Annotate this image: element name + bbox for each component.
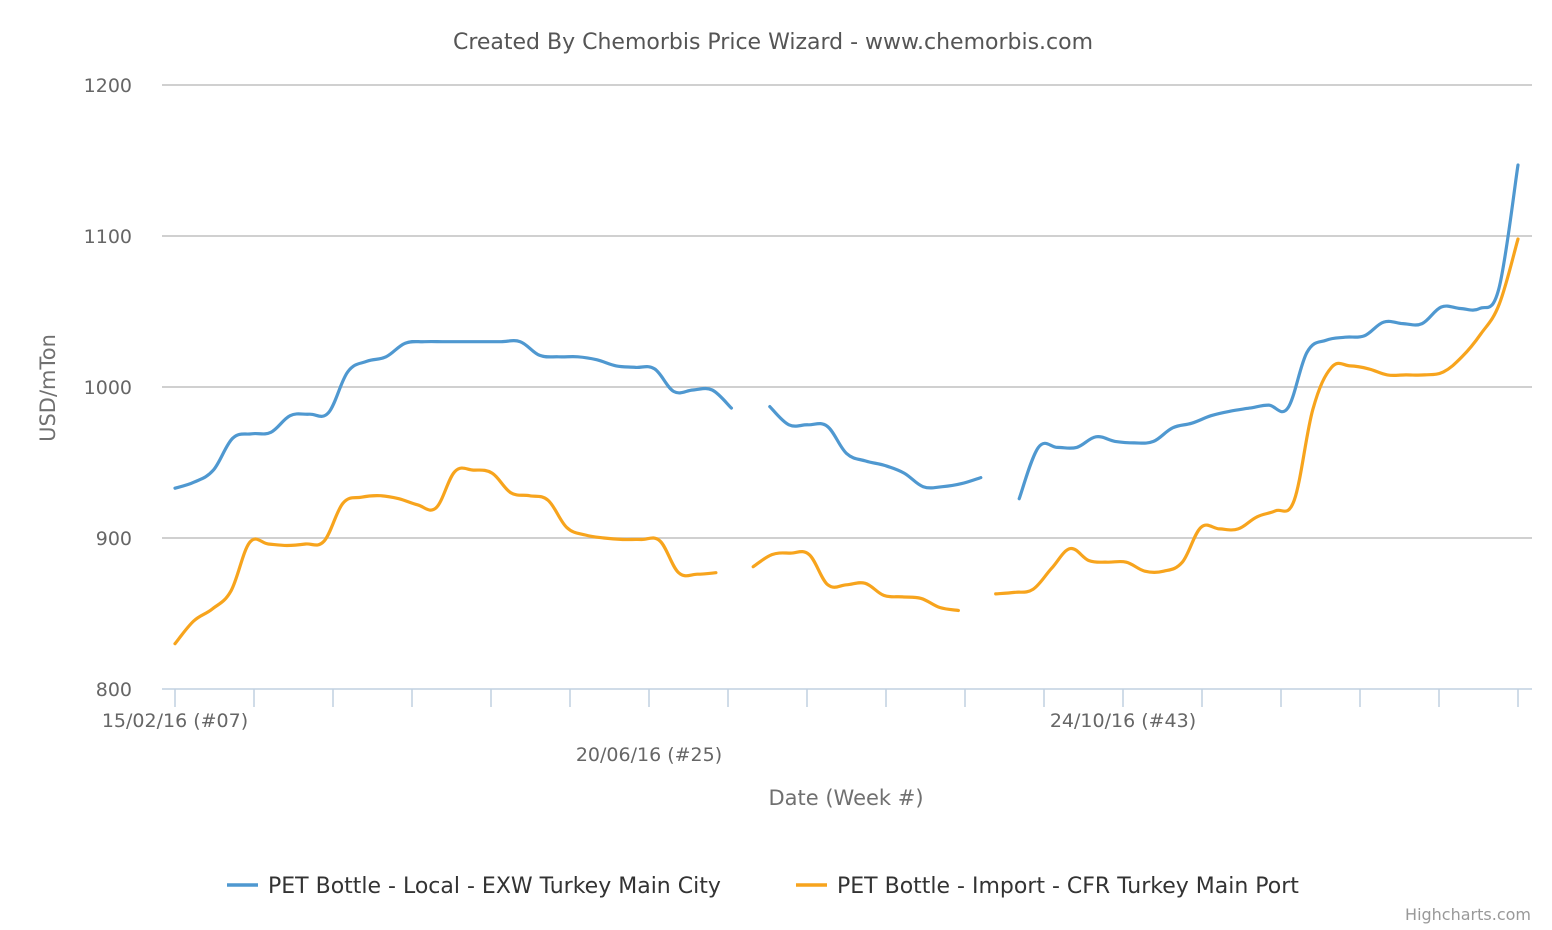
x-axis-tick-marks (174, 689, 1519, 707)
y-tick-label: 800 (96, 679, 132, 701)
y-tick-label: 1000 (84, 377, 132, 399)
x-tick-label: 20/06/16 (#25) (576, 744, 722, 766)
y-axis-ticks: 800 900 1000 1100 1200 (84, 75, 132, 701)
legend-label-local: PET Bottle - Local - EXW Turkey Main Cit… (268, 874, 721, 899)
legend-item-import[interactable]: PET Bottle - Import - CFR Turkey Main Po… (796, 874, 1299, 899)
legend-item-local[interactable]: PET Bottle - Local - EXW Turkey Main Cit… (227, 874, 721, 899)
x-axis-labels: 15/02/16 (#07) 20/06/16 (#25) 24/10/16 (#4… (102, 710, 1196, 766)
legend-label-import: PET Bottle - Import - CFR Turkey Main Po… (837, 874, 1299, 899)
y-tick-label: 1200 (84, 75, 132, 97)
x-tick-label: 24/10/16 (#43) (1050, 710, 1196, 732)
y-tick-label: 1100 (84, 226, 132, 248)
series-1-line-segment-0[interactable] (173, 466, 718, 646)
y-axis-title: USD/mTon (36, 334, 60, 442)
legend: PET Bottle - Local - EXW Turkey Main Cit… (227, 874, 1299, 899)
y-tick-label: 900 (96, 528, 132, 550)
series-0-line-segment-1[interactable] (768, 405, 983, 490)
x-tick-label: 15/02/16 (#07) (102, 710, 248, 732)
series-lines (173, 163, 1520, 646)
series-1-line-segment-1[interactable] (751, 550, 960, 613)
series-0-line-segment-2[interactable] (1017, 163, 1520, 501)
chart-title: Created By Chemorbis Price Wizard - www.… (453, 30, 1093, 55)
series-1-line-segment-2[interactable] (994, 237, 1520, 596)
gridlines (162, 84, 1532, 539)
credits-link[interactable]: Highcharts.com (1405, 905, 1531, 924)
x-axis-title: Date (Week #) (768, 786, 923, 810)
series-0-line-segment-0[interactable] (173, 339, 733, 490)
